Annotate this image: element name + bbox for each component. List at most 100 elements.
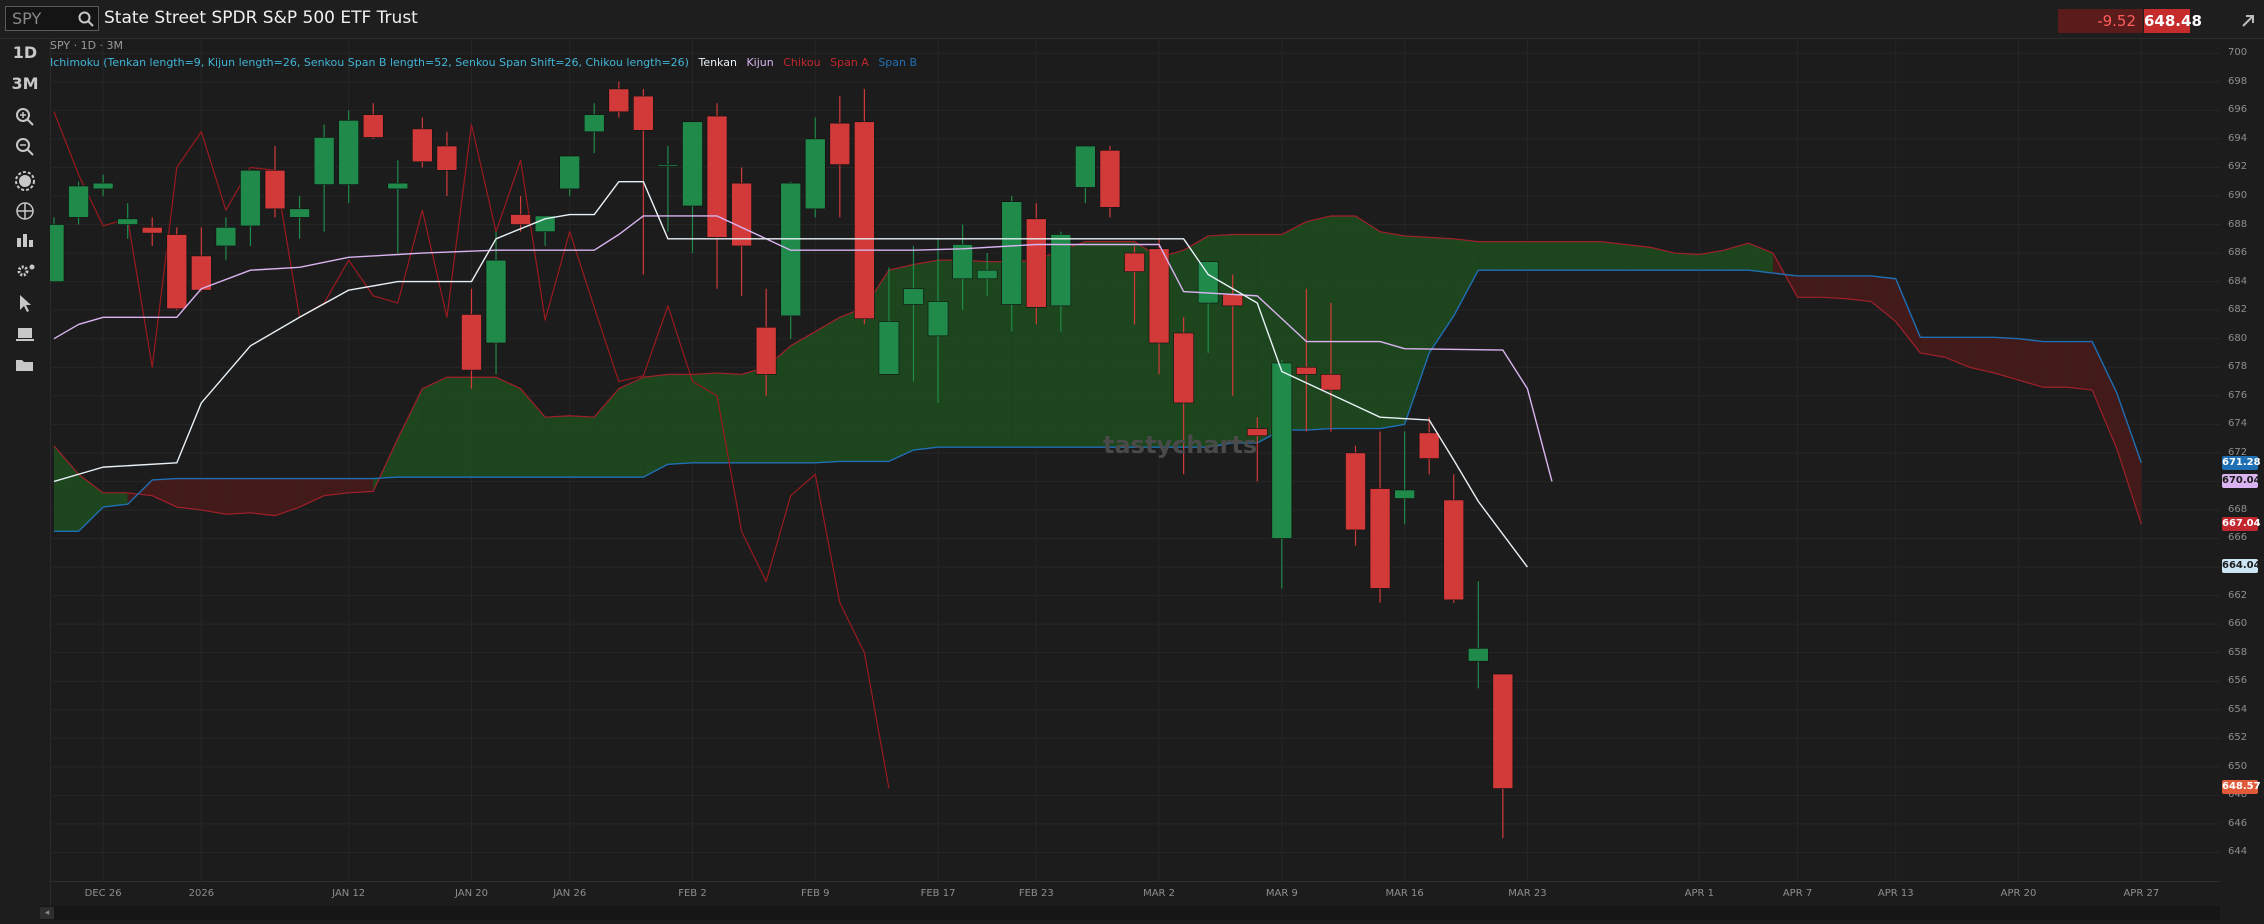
- price-axis[interactable]: 6446466486506526546566586606626646666686…: [2220, 39, 2264, 881]
- chart-panel[interactable]: SPY · 1D · 3M Ichimoku (Tenkan length=9,…: [50, 39, 2220, 881]
- price-tick: 660: [2228, 618, 2248, 630]
- price-tick: 686: [2228, 247, 2248, 259]
- studies-icon[interactable]: [13, 169, 37, 193]
- candle-body: [1394, 489, 1415, 499]
- price-tick: 688: [2228, 218, 2248, 230]
- time-tick: FEB 9: [801, 888, 830, 899]
- span-b-line: [54, 269, 2142, 533]
- cloud-segment: [692, 372, 718, 463]
- price-tick: 692: [2228, 161, 2248, 173]
- price-tick: 680: [2228, 332, 2248, 344]
- zoom-out-icon[interactable]: [13, 135, 37, 159]
- candle-body: [240, 169, 261, 227]
- time-tick: MAR 16: [1385, 888, 1424, 899]
- candle-body: [1345, 452, 1366, 531]
- candle-body: [1296, 366, 1317, 375]
- legend-span-a: Span A: [830, 56, 869, 69]
- chart-type-icon[interactable]: [13, 229, 37, 253]
- price-tick: 682: [2228, 304, 2248, 316]
- cloud-segment: [766, 345, 791, 463]
- candle-body: [1467, 648, 1489, 662]
- candle-body: [829, 122, 851, 165]
- symbol-input[interactable]: [6, 7, 76, 30]
- candle-body: [313, 137, 335, 185]
- cloud-segment: [1527, 241, 1552, 271]
- cloud-segment: [1674, 253, 1700, 271]
- time-tick: MAR 2: [1143, 888, 1176, 899]
- time-tick: APR 20: [2000, 888, 2037, 899]
- price-tick: 684: [2228, 275, 2248, 287]
- period-selector[interactable]: 1D: [12, 43, 38, 62]
- candle-body: [264, 169, 286, 210]
- tenkan-line: [53, 181, 1528, 568]
- last-price-badge: 648.48: [2144, 9, 2202, 33]
- kijun-line: [53, 215, 1553, 482]
- cloud-segment: [496, 377, 521, 478]
- candle-body: [1492, 673, 1514, 789]
- cloud-segment: [545, 415, 570, 478]
- price-tick: 650: [2228, 760, 2248, 772]
- price-tick: 696: [2228, 104, 2248, 116]
- cloud-segment: [446, 377, 472, 478]
- price-marker-label: 664.04: [2222, 559, 2261, 574]
- cloud-segment: [643, 374, 668, 478]
- drawing-tools-icon[interactable]: [13, 199, 37, 223]
- cloud-segment: [422, 377, 447, 478]
- settings-icon[interactable]: [13, 259, 37, 283]
- candle-body: [657, 164, 679, 167]
- cursor-icon[interactable]: [13, 291, 37, 315]
- chart-scrollbar[interactable]: ◂: [40, 906, 2220, 920]
- cloud-segment: [1453, 238, 1479, 316]
- cloud-segment: [1306, 215, 1331, 431]
- cloud-segment: [667, 374, 693, 465]
- layouts-icon[interactable]: [13, 322, 37, 346]
- candle-body: [461, 314, 482, 371]
- symbol-search-box[interactable]: [5, 6, 99, 31]
- cloud-segment: [594, 388, 619, 478]
- candle-body: [338, 120, 359, 185]
- indicator-legend: Ichimoku (Tenkan length=9, Kijun length=…: [50, 56, 923, 69]
- candle-body: [682, 121, 703, 207]
- cloud-segment: [1109, 241, 1135, 448]
- time-tick: JAN 12: [332, 888, 366, 899]
- time-tick: 2026: [188, 888, 215, 899]
- cloud-segment: [1085, 241, 1110, 448]
- cloud-segment: [2116, 392, 2142, 525]
- chikou-line: [53, 111, 890, 789]
- top-bar: State Street SPDR S&P 500 ETF Trust -9.5…: [0, 0, 2264, 39]
- price-tick: 656: [2228, 675, 2248, 687]
- candle-body: [583, 114, 605, 133]
- range-selector[interactable]: 3M: [11, 74, 39, 93]
- cloud-segment: [2018, 338, 2044, 388]
- candle-body: [191, 255, 212, 291]
- time-tick: APR 27: [2123, 888, 2160, 899]
- time-tick: MAR 9: [1265, 888, 1298, 899]
- candle-body: [755, 326, 777, 375]
- cloud-segment: [1699, 250, 1724, 271]
- cloud-segment: [2067, 341, 2093, 391]
- cloud-segment: [2043, 341, 2068, 388]
- price-tick: 646: [2228, 817, 2248, 829]
- time-tick: JAN 20: [454, 888, 488, 899]
- candle-body: [706, 115, 728, 238]
- candle-body: [1197, 261, 1219, 304]
- time-axis[interactable]: DEC 26 2026 JAN 12 JAN 20 JAN 26 FEB 2 FEB 9 FE…: [50, 881, 2220, 904]
- cloud-segment: [1601, 241, 1626, 271]
- scroll-left-arrow-icon[interactable]: ◂: [40, 907, 54, 919]
- price-chart[interactable]: [50, 39, 2220, 881]
- candle-body: [50, 224, 65, 282]
- search-icon[interactable]: [77, 10, 95, 28]
- candle-body: [387, 182, 409, 190]
- time-tick: DEC 26: [84, 888, 122, 899]
- cloud-segment: [1355, 215, 1381, 429]
- price-tick: 690: [2228, 189, 2248, 201]
- legend-tenkan: Tenkan: [698, 56, 737, 69]
- cloud-segment: [299, 478, 325, 508]
- candle-body: [289, 208, 310, 218]
- zoom-in-icon[interactable]: [13, 105, 37, 129]
- folder-icon[interactable]: [13, 353, 37, 377]
- price-tick: 700: [2228, 47, 2248, 59]
- pop-out-icon[interactable]: [2238, 11, 2258, 31]
- candle-body: [927, 301, 949, 337]
- candle-body: [854, 121, 875, 320]
